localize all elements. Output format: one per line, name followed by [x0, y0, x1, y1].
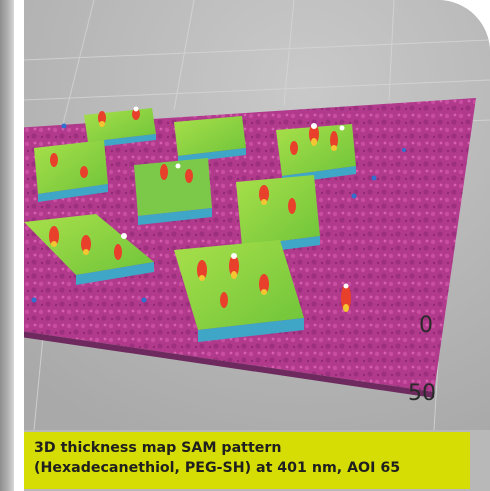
caption-line-2: (Hexadecanethiol, PEG-SH) at 401 nm, AOI… [34, 460, 401, 476]
caption-line-1: 3D thickness map SAM pattern [34, 440, 282, 456]
thickness-map-image: 0 50 [24, 0, 490, 491]
adjacent-image-edge [0, 0, 14, 491]
axis-label-50: 50 [408, 381, 436, 406]
axis-label-0: 0 [419, 313, 433, 338]
substrate-edge [24, 331, 434, 398]
figure-caption: 3D thickness map SAM pattern (Hexadecane… [24, 432, 470, 489]
thickness-peaks [31, 106, 406, 312]
sam-pads [24, 108, 356, 342]
thickness-map-3d-plot: 0 50 [24, 0, 490, 430]
image-gap [14, 0, 24, 491]
